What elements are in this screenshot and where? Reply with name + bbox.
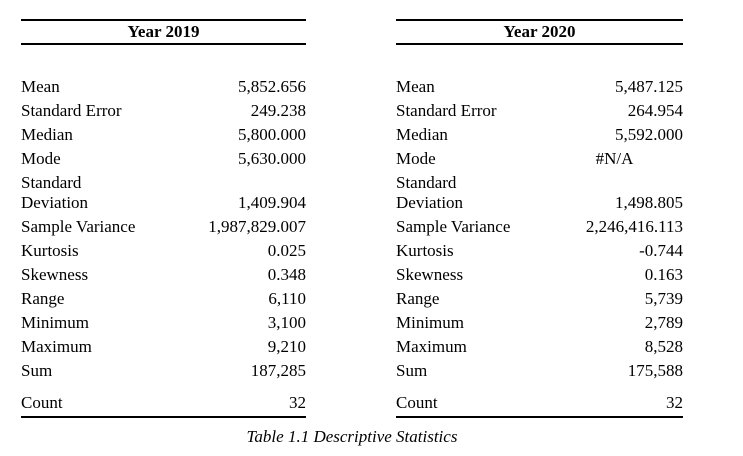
stat-row-kurtosis: Kurtosis 0.025 bbox=[21, 239, 306, 263]
stat-label: Sum bbox=[396, 361, 428, 380]
stat-row-kurtosis: Kurtosis -0.744 bbox=[396, 239, 683, 263]
table-title: Year 2020 bbox=[396, 21, 683, 45]
stat-label: Skewness bbox=[21, 265, 89, 284]
stat-row-minimum: Minimum 2,789 bbox=[396, 311, 683, 335]
stat-value: 1,409.904 bbox=[238, 193, 306, 212]
stat-label: Median bbox=[396, 125, 448, 144]
stat-value: 5,800.000 bbox=[238, 125, 306, 144]
stat-row-median: Median 5,592.000 bbox=[396, 123, 683, 147]
stat-value: 175,588 bbox=[627, 361, 683, 380]
stat-label: Kurtosis bbox=[396, 241, 454, 260]
stat-label: Standard Deviation bbox=[396, 173, 464, 212]
stat-label: Count bbox=[21, 393, 63, 412]
stat-row-standard-deviation: Standard Deviation 1,498.805 bbox=[396, 171, 683, 215]
table-caption: Table 1.1 Descriptive Statistics bbox=[246, 427, 458, 446]
stat-label: Standard Deviation bbox=[21, 173, 89, 212]
stat-value: 1,987,829.007 bbox=[208, 217, 306, 236]
stat-label: Maximum bbox=[396, 337, 467, 356]
stat-label: Range bbox=[396, 289, 440, 308]
stat-row-mode: Mode 5,630.000 bbox=[21, 147, 306, 171]
stat-value: #N/A bbox=[595, 149, 634, 168]
stat-value: 0.163 bbox=[644, 265, 683, 284]
stat-label: Range bbox=[21, 289, 65, 308]
stats-table-year-2019: Year 2019 Mean 5,852.656 Standard Error … bbox=[21, 19, 306, 418]
stat-value: 32 bbox=[289, 393, 306, 412]
stat-value: 249.238 bbox=[250, 101, 306, 120]
table-title: Year 2019 bbox=[21, 21, 306, 45]
stat-label: Count bbox=[396, 393, 438, 412]
stat-value: 2,246,416.113 bbox=[585, 217, 683, 236]
stat-row-median: Median 5,800.000 bbox=[21, 123, 306, 147]
table-spacer bbox=[396, 45, 683, 75]
stat-row-sum: Sum 175,588 bbox=[396, 359, 683, 383]
stat-value: 3,100 bbox=[267, 313, 306, 332]
stat-row-mean: Mean 5,852.656 bbox=[21, 75, 306, 99]
stat-row-sample-variance: Sample Variance 2,246,416.113 bbox=[396, 215, 683, 239]
stat-value: 2,789 bbox=[644, 313, 683, 332]
stat-label: Mode bbox=[396, 149, 436, 168]
stat-row-maximum: Maximum 9,210 bbox=[21, 335, 306, 359]
stat-label: Minimum bbox=[396, 313, 465, 332]
stat-value: 9,210 bbox=[267, 337, 306, 356]
stat-row-minimum: Minimum 3,100 bbox=[21, 311, 306, 335]
stat-value: 8,528 bbox=[644, 337, 683, 356]
stat-row-mean: Mean 5,487.125 bbox=[396, 75, 683, 99]
stat-value: 5,592.000 bbox=[615, 125, 683, 144]
stat-label: Sum bbox=[21, 361, 53, 380]
stat-row-standard-error: Standard Error 264.954 bbox=[396, 99, 683, 123]
stat-row-skewness: Skewness 0.163 bbox=[396, 263, 683, 287]
stats-rows: Mean 5,852.656 Standard Error 249.238 Me… bbox=[21, 75, 306, 418]
stat-row-mode: Mode #N/A bbox=[396, 147, 683, 171]
stat-label: Skewness bbox=[396, 265, 464, 284]
stat-row-sum: Sum 187,285 bbox=[21, 359, 306, 383]
stat-label: Sample Variance bbox=[21, 217, 136, 236]
stat-value: 264.954 bbox=[627, 101, 683, 120]
stat-value: -0.744 bbox=[639, 241, 683, 260]
stat-value: 1,498.805 bbox=[615, 193, 683, 212]
stat-label: Minimum bbox=[21, 313, 90, 332]
stat-label: Median bbox=[21, 125, 73, 144]
stat-label: Standard Error bbox=[21, 101, 122, 120]
stat-value: 5,739 bbox=[644, 289, 683, 308]
stat-label: Sample Variance bbox=[396, 217, 511, 236]
stat-row-standard-deviation: Standard Deviation 1,409.904 bbox=[21, 171, 306, 215]
stat-value: 0.025 bbox=[267, 241, 306, 260]
stat-label: Maximum bbox=[21, 337, 92, 356]
stat-row-count: Count 32 bbox=[21, 383, 306, 417]
stat-label: Mode bbox=[21, 149, 61, 168]
stat-label: Mean bbox=[396, 77, 435, 96]
stat-row-range: Range 5,739 bbox=[396, 287, 683, 311]
stat-value: 0.348 bbox=[267, 265, 306, 284]
stats-table-year-2020: Year 2020 Mean 5,487.125 Standard Error … bbox=[396, 19, 683, 418]
stat-value: 6,110 bbox=[268, 289, 306, 308]
stats-rows: Mean 5,487.125 Standard Error 264.954 Me… bbox=[396, 75, 683, 418]
stat-value: 5,852.656 bbox=[238, 77, 306, 96]
stat-row-range: Range 6,110 bbox=[21, 287, 306, 311]
stat-row-count: Count 32 bbox=[396, 383, 683, 417]
stat-row-sample-variance: Sample Variance 1,987,829.007 bbox=[21, 215, 306, 239]
stat-value: 5,630.000 bbox=[238, 149, 306, 168]
stat-value: 5,487.125 bbox=[615, 77, 683, 96]
stat-value: 187,285 bbox=[250, 361, 306, 380]
stat-row-skewness: Skewness 0.348 bbox=[21, 263, 306, 287]
stat-label: Kurtosis bbox=[21, 241, 79, 260]
stat-label: Standard Error bbox=[396, 101, 497, 120]
stat-value: 32 bbox=[666, 393, 683, 412]
table-spacer bbox=[21, 45, 306, 75]
stat-label: Mean bbox=[21, 77, 60, 96]
stat-row-maximum: Maximum 8,528 bbox=[396, 335, 683, 359]
stat-row-standard-error: Standard Error 249.238 bbox=[21, 99, 306, 123]
